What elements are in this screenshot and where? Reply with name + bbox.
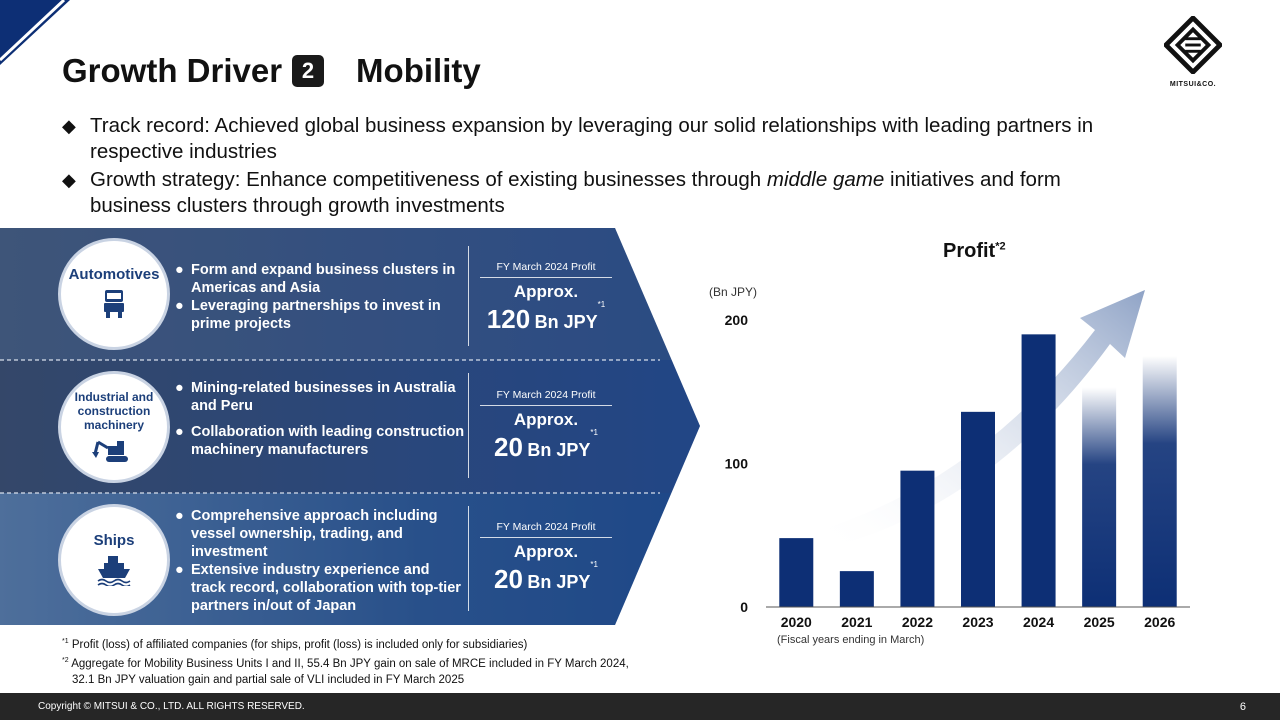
bullet-text: Growth strategy: Enhance competitiveness… <box>90 168 1061 217</box>
page-number: 6 <box>1239 701 1246 713</box>
title-subtitle: Mobility <box>356 52 481 89</box>
y-tick-label: 100 <box>725 456 749 472</box>
segment-profit: FY March 2024 Profit Approx. 120 Bn JPY*… <box>480 261 612 335</box>
segment-label: Automotives <box>68 266 160 283</box>
logo-text: MITSUI&CO. <box>1169 81 1217 88</box>
copyright: Copyright © MITSUI & CO., LTD. ALL RIGHT… <box>38 701 305 712</box>
segment-circle-automotives: Automotives <box>58 238 170 350</box>
segments-panel: Automotives ● Form and expand business cl… <box>0 228 700 625</box>
profit-bar-chart: 0 100 200 2020 2021 2022 2023 2024 2025 2026 <box>725 290 1190 630</box>
bar-2025 <box>1082 387 1117 607</box>
segment-label: Ships <box>93 532 135 549</box>
y-tick-label: 0 <box>740 599 748 615</box>
bar-2020 <box>779 538 814 607</box>
profit-value: 120 Bn JPY*1 <box>486 300 606 334</box>
segment-point: ● Extensive industry experience and track… <box>175 562 461 614</box>
title-text: Growth Driver <box>62 52 283 89</box>
divider <box>468 506 469 611</box>
segment-points: ● Comprehensive approach including vessel… <box>175 507 465 615</box>
footer: Copyright © MITSUI & CO., LTD. ALL RIGHT… <box>0 693 1280 720</box>
segment-point: ● Form and expand business clusters in Am… <box>175 262 456 296</box>
bullet-text: Track record: Achieved global business e… <box>90 114 1094 163</box>
segment-points: ● Mining-related businesses in Australia … <box>175 379 465 459</box>
title-number-badge: 2 <box>292 55 325 87</box>
x-tick-label: 2026 <box>1144 614 1175 630</box>
segment-label: Industrial and construction machinery <box>74 390 154 432</box>
bullet-emphasis: middle game <box>766 168 885 191</box>
diamond-bullet-icon: ◆ <box>62 170 76 190</box>
x-tick-label: 2024 <box>1023 614 1054 630</box>
x-tick-label: 2022 <box>902 614 933 630</box>
segment-point: ● Collaboration with leading construction… <box>175 424 465 458</box>
bar-2021 <box>839 571 874 607</box>
truck-icon <box>104 290 124 318</box>
profit-fy-label: FY March 2024 Profit <box>480 389 612 406</box>
footnote: *2 Aggregate for Mobility Business Units… <box>62 656 629 670</box>
chart-x-label: (Fiscal years ending in March) <box>777 634 925 646</box>
corner-decoration <box>0 0 70 65</box>
bar-2022 <box>900 470 935 607</box>
bullet-list: ◆ Track record: Achieved global business… <box>62 113 1142 221</box>
bar-2024 <box>1021 334 1056 607</box>
footnote: *1 Profit (loss) of affiliated companies… <box>62 638 528 651</box>
segment-profit: FY March 2024 Profit Approx. 20 Bn JPY*1 <box>480 521 612 595</box>
diamond-bullet-icon: ◆ <box>62 116 76 136</box>
x-tick-label: 2021 <box>841 614 872 630</box>
x-tick-label: 2025 <box>1084 614 1115 630</box>
segment-circle-machinery: Industrial and construction machinery <box>58 371 170 483</box>
profit-approx: Approx. <box>513 282 579 301</box>
growth-arrow <box>820 290 1145 548</box>
profit-approx: Approx. <box>513 542 579 561</box>
segment-point: ● Leveraging partnerships to invest in pr… <box>175 298 441 332</box>
y-tick-label: 200 <box>725 312 749 328</box>
segment-circle-ships: Ships <box>58 504 170 616</box>
profit-fy-label: FY March 2024 Profit <box>480 261 612 278</box>
bullet-item: ◆ Track record: Achieved global business… <box>62 113 1142 165</box>
divider <box>468 246 469 346</box>
footnotes: *1 Profit (loss) of affiliated companies… <box>62 634 629 688</box>
page-title: Growth Driver 2 Mobility <box>62 52 481 90</box>
logo-mark-icon <box>1162 14 1224 76</box>
profit-fy-label: FY March 2024 Profit <box>480 521 612 538</box>
segment-point: ● Comprehensive approach including vessel… <box>175 508 438 560</box>
ship-icon <box>97 556 131 586</box>
segment-profit: FY March 2024 Profit Approx. 20 Bn JPY*1 <box>480 389 612 463</box>
segment-points: ● Form and expand business clusters in Am… <box>175 261 465 333</box>
x-tick-label: 2020 <box>781 614 812 630</box>
profit-value: 20 Bn JPY*1 <box>494 560 598 594</box>
company-logo: MITSUI&CO. <box>1158 14 1228 92</box>
excavator-icon <box>92 440 128 462</box>
footnote: 32.1 Bn JPY valuation gain and partial s… <box>72 673 465 686</box>
chart-title: Profit*2 <box>943 240 1006 262</box>
bar-2026 <box>1142 355 1177 607</box>
segment-point: ● Mining-related businesses in Australia … <box>175 380 456 414</box>
profit-approx: Approx. <box>513 410 579 429</box>
profit-value: 20 Bn JPY*1 <box>494 428 598 462</box>
chart-y-unit: (Bn JPY) <box>709 285 758 299</box>
divider <box>468 373 469 478</box>
bar-2023 <box>961 411 995 607</box>
x-tick-label: 2023 <box>962 614 993 630</box>
bullet-item: ◆ Growth strategy: Enhance competitivene… <box>62 167 1142 219</box>
